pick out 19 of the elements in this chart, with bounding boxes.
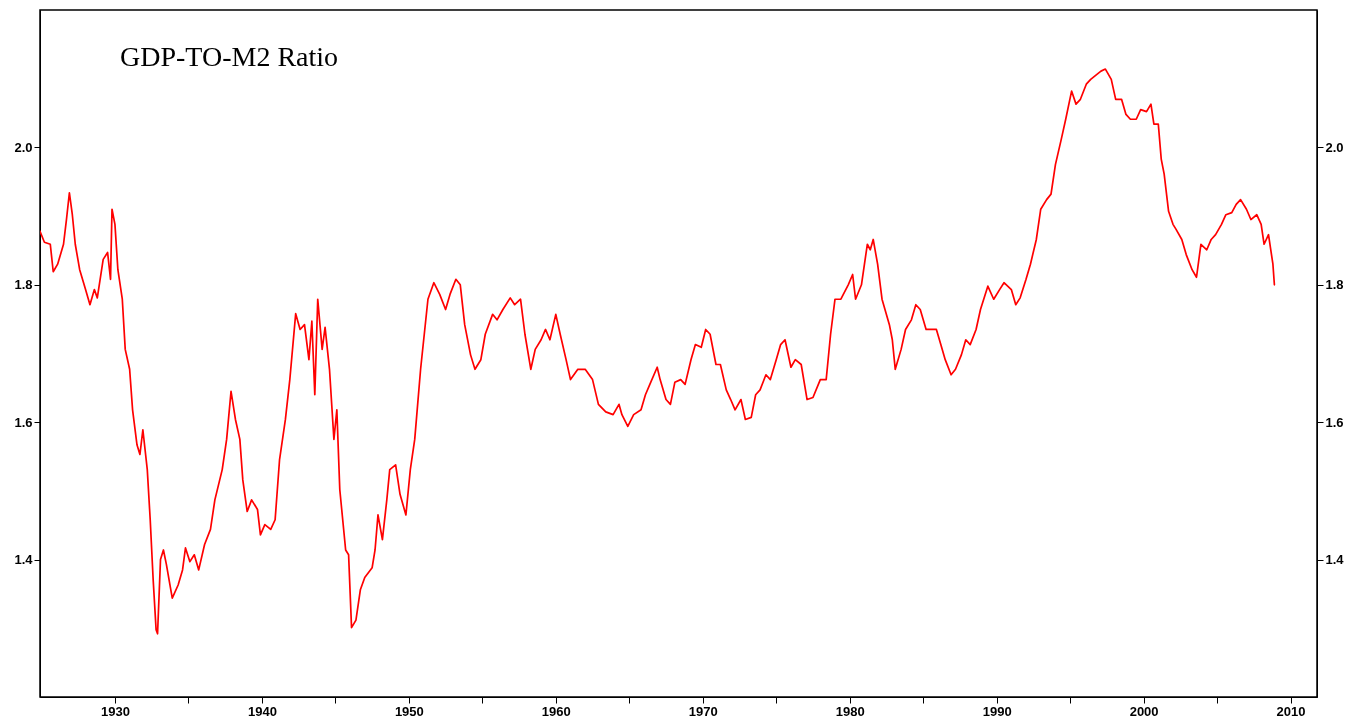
y-tick-label: 2.0 [14, 139, 33, 155]
x-tick-label: 1970 [688, 703, 718, 719]
x-tick-label: 1980 [835, 703, 865, 719]
x-tick-label: 1940 [247, 703, 277, 719]
y2-tick-label: 1.4 [1325, 552, 1345, 568]
x-tick-label: 2010 [1276, 703, 1306, 719]
y2-tick-label: 1.8 [1325, 277, 1344, 293]
x-tick-label: 1960 [541, 703, 571, 719]
x-tick-label: 2000 [1129, 703, 1159, 719]
y-tick-label: 1.4 [14, 552, 34, 568]
y2-tick-label: 2.0 [1325, 139, 1344, 155]
line-series [40, 68, 1276, 635]
y-tick-label: 1.8 [14, 277, 33, 293]
x-tick-label: 1950 [394, 703, 424, 719]
y-tick-label: 1.6 [14, 414, 33, 430]
y2-tick-label: 1.6 [1325, 414, 1344, 430]
text: GDP-TO-M2 Ratio [120, 41, 339, 72]
x-tick-label: 1990 [982, 703, 1012, 719]
x-tick-label: 1930 [100, 703, 130, 719]
